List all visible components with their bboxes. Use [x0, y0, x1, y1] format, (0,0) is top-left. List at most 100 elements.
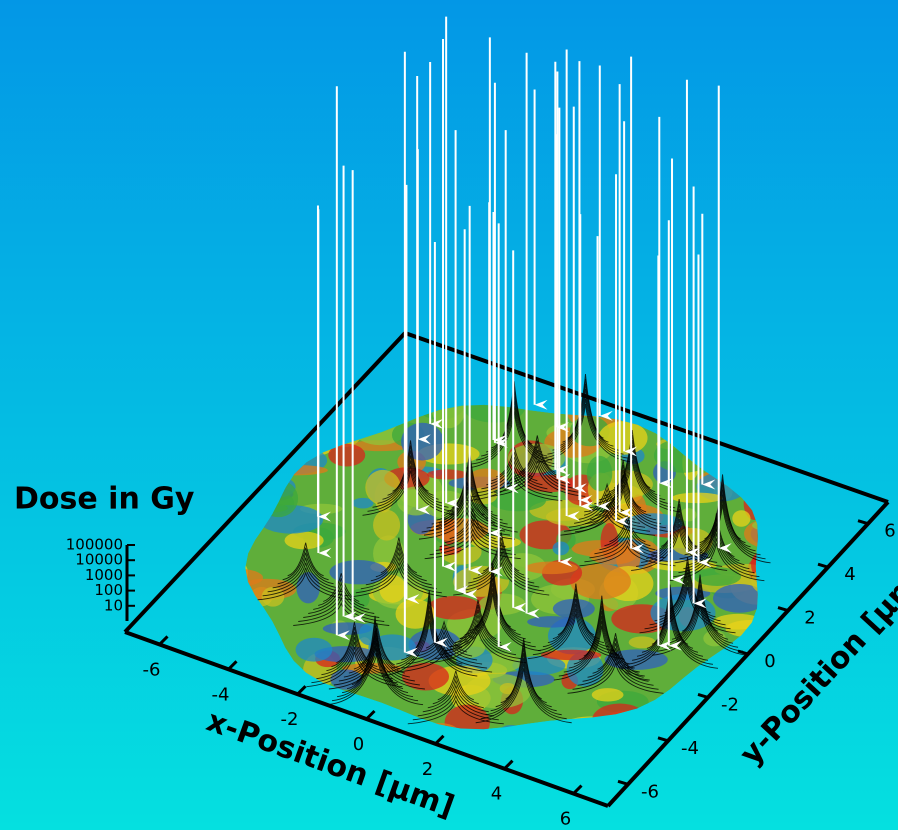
peak-ridge — [547, 593, 604, 644]
x-tick-label: 2 — [422, 759, 433, 780]
box-edge — [404, 331, 889, 504]
z-tick-label: 10 — [104, 596, 123, 614]
z-tick-label: 1000 — [85, 566, 123, 584]
peak-ridge — [621, 614, 719, 669]
y-tick — [657, 736, 669, 743]
peak-ridge — [287, 542, 324, 577]
peak-ridge — [341, 630, 409, 694]
peak-ridge — [609, 434, 656, 493]
peak-ridge — [567, 663, 664, 694]
y-tick-label: 4 — [844, 564, 855, 585]
x-tick — [365, 709, 376, 721]
peak-ridge — [360, 557, 437, 590]
dose-patch — [732, 510, 751, 527]
peak-ridge — [684, 494, 761, 556]
dose-patch — [591, 688, 624, 702]
dose-patch — [396, 486, 435, 516]
peak-ridge — [416, 630, 473, 657]
peak-ridge — [333, 648, 420, 686]
peak-ridge — [417, 689, 494, 717]
peak-ridge — [355, 562, 442, 594]
dose-patch — [284, 531, 324, 550]
z-tick-label: 10000 — [75, 551, 123, 569]
x-tick-label: 0 — [353, 734, 364, 755]
peak-ridge — [660, 499, 698, 547]
peak-ridge — [437, 670, 474, 701]
peak-ridge — [432, 675, 479, 705]
peak-ridge — [306, 651, 403, 688]
x-tick-label: -2 — [281, 709, 299, 730]
peak-ridge — [444, 593, 541, 652]
x-tick — [434, 734, 445, 745]
x-tick-label: -4 — [212, 684, 230, 705]
z-tick-label: 100 — [94, 581, 123, 599]
dose-patch — [349, 588, 370, 610]
peak-ridge — [582, 648, 649, 682]
dose-patch — [379, 574, 406, 603]
peak-ridge — [449, 512, 496, 540]
peak-ridge — [380, 537, 418, 574]
peak-ridge — [557, 383, 614, 447]
peak-ridge — [552, 588, 600, 640]
peak-ridge — [257, 570, 354, 601]
peak-ridge — [542, 398, 629, 459]
peak-ridge — [553, 625, 650, 681]
x-tick-label: 6 — [560, 809, 571, 830]
peak-ridge — [532, 608, 619, 656]
peak-ridge — [282, 547, 329, 581]
peak-ridge — [495, 648, 552, 708]
peak-ridge — [671, 584, 729, 640]
peak-ridge — [328, 653, 425, 690]
y-tick — [777, 606, 789, 613]
peak-ridge — [490, 653, 557, 712]
peak-ridge — [353, 628, 401, 670]
peak-ridge — [362, 470, 459, 516]
peak-ridge — [491, 452, 538, 482]
peak-ridge — [563, 615, 640, 673]
peak-ridge — [588, 482, 626, 512]
peak-ridge — [407, 699, 504, 725]
peak-ridge — [475, 668, 572, 724]
peak-ridge — [449, 609, 507, 648]
dose-patch — [713, 583, 758, 613]
peak-ridge — [382, 450, 439, 500]
box-edge — [123, 331, 407, 634]
peak-ridge — [433, 497, 501, 528]
peak-ridge — [321, 636, 388, 676]
dose-patch — [499, 682, 517, 695]
dose-patch — [552, 541, 570, 556]
peak-ridge — [568, 610, 635, 669]
peak-ridge — [425, 620, 463, 649]
x-tick-label: -6 — [143, 659, 161, 680]
peak-ridge — [316, 641, 393, 680]
peak-ridge — [468, 547, 535, 584]
peak-ridge — [313, 581, 370, 610]
peak-ridge — [466, 475, 563, 502]
peak-ridge — [427, 678, 484, 709]
peak-ridge — [272, 557, 339, 589]
peak-ridge — [277, 552, 334, 585]
peak-ridge — [641, 594, 699, 653]
peak-ridge — [589, 534, 666, 559]
peak-ridge — [537, 603, 614, 652]
y-tick — [737, 649, 749, 656]
peak-ridge — [577, 653, 654, 686]
peak-ridge — [381, 620, 478, 677]
peak-ridge — [584, 539, 671, 563]
dose-patch — [527, 616, 576, 628]
x-tick — [296, 685, 307, 696]
peak-ridge — [579, 544, 676, 567]
dose-patch — [680, 508, 697, 522]
peak-ridge — [578, 600, 625, 661]
dose-patch — [586, 455, 613, 492]
peak-ridge — [338, 643, 415, 682]
peak-ridge — [351, 620, 399, 686]
y-tick-label: 0 — [764, 651, 775, 672]
y-tick — [617, 779, 629, 786]
dose-patch — [365, 469, 401, 506]
peak-ridge — [391, 610, 468, 669]
peak-ridge — [358, 623, 396, 666]
peak-ridge — [689, 489, 756, 552]
peak-ridge — [562, 378, 609, 443]
